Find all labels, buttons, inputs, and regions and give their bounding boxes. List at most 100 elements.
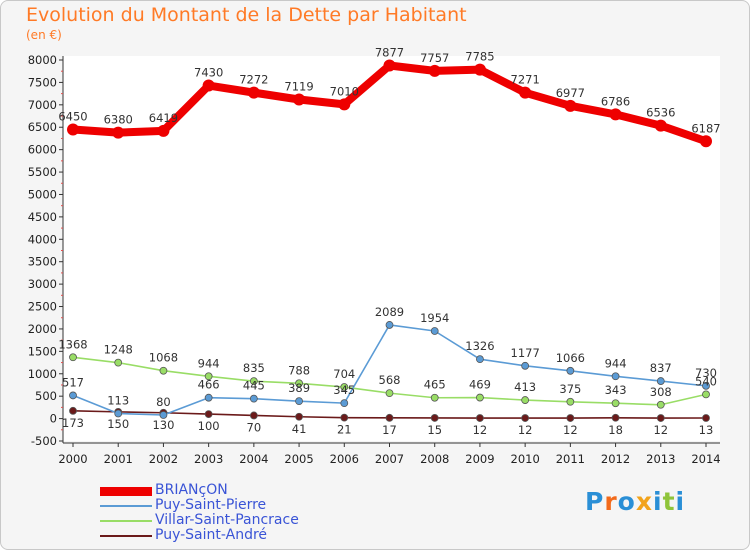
data-label: 6786	[601, 94, 630, 108]
data-label: 130	[152, 418, 174, 432]
data-label: 837	[650, 361, 672, 375]
data-label: 308	[650, 385, 672, 399]
data-label: 7119	[284, 79, 313, 93]
x-tick-label: 2009	[465, 452, 494, 466]
data-point	[340, 399, 349, 408]
data-label: 944	[198, 356, 220, 370]
y-tick-label: 4000	[28, 232, 57, 246]
data-point	[566, 397, 575, 406]
x-tick-label: 2002	[149, 452, 178, 466]
data-point	[249, 394, 258, 403]
legend-label: Villar-Saint-Pancrace	[155, 512, 299, 528]
x-tick-label: 2011	[556, 452, 585, 466]
x-tick-label: 2008	[420, 452, 449, 466]
proxiti-logo: Proxiti	[585, 487, 685, 516]
chart-subtitle: (en €)	[26, 28, 62, 42]
data-point	[656, 400, 665, 409]
data-point	[564, 99, 577, 112]
data-point	[204, 372, 213, 381]
y-tick-label: 3000	[28, 277, 57, 291]
data-point	[114, 409, 123, 418]
logo-letter: P	[585, 487, 605, 516]
data-point	[656, 377, 665, 385]
data-label: 730	[695, 366, 717, 380]
data-label: 15	[427, 423, 442, 437]
data-label: 2089	[375, 305, 404, 319]
data-point	[521, 396, 530, 404]
data-point	[654, 119, 667, 132]
data-point	[430, 414, 439, 422]
y-tick-label: 1000	[28, 367, 57, 381]
data-point	[656, 414, 665, 422]
data-label: 568	[379, 373, 401, 387]
data-point	[611, 413, 620, 422]
data-point	[383, 59, 396, 72]
data-label: 466	[198, 378, 220, 392]
data-point	[112, 126, 125, 139]
legend-label: Puy-Saint-Pierre	[155, 497, 267, 513]
data-point	[293, 93, 306, 106]
data-point	[69, 391, 77, 400]
data-point	[385, 321, 394, 329]
data-label: 413	[514, 380, 536, 394]
y-tick-label: 7500	[28, 75, 57, 89]
data-point	[295, 412, 303, 421]
y-tick-label: 2500	[28, 300, 57, 314]
logo-letter: i	[653, 487, 663, 516]
data-point	[69, 406, 77, 415]
legend-swatch	[100, 486, 152, 496]
x-tick-label: 2012	[601, 452, 630, 466]
data-point	[157, 124, 170, 137]
y-tick-label: 5000	[28, 187, 57, 201]
y-tick-label: 500	[35, 389, 57, 403]
y-tick-label: 6500	[28, 120, 57, 134]
data-point	[611, 399, 620, 408]
data-label: 343	[605, 383, 627, 397]
data-label: 1068	[149, 351, 178, 365]
data-label: 1954	[420, 311, 449, 325]
y-tick-label: 7000	[28, 98, 57, 112]
data-point	[702, 414, 710, 422]
data-point	[476, 414, 484, 422]
legend-swatch	[100, 535, 152, 537]
data-label: 7010	[330, 84, 359, 98]
data-label: 1326	[465, 339, 494, 353]
data-label: 1066	[556, 351, 585, 365]
data-label: 12	[563, 423, 578, 437]
data-label: 6419	[149, 111, 178, 125]
data-point	[566, 366, 575, 375]
legend-swatch	[100, 520, 152, 522]
data-label: 1248	[104, 343, 133, 357]
y-tick-label: 3500	[28, 255, 57, 269]
data-point	[473, 63, 486, 76]
data-label: 788	[288, 363, 310, 377]
y-tick-label: 1500	[28, 344, 57, 358]
chart-title: Evolution du Montant de la Dette par Hab…	[26, 4, 467, 26]
legend-swatch	[100, 505, 152, 507]
data-point	[338, 98, 351, 111]
data-label: 12	[518, 423, 533, 437]
data-label: 7785	[465, 50, 494, 64]
data-point	[202, 79, 215, 92]
data-point	[566, 414, 575, 422]
data-point	[249, 411, 258, 420]
data-label: 113	[107, 394, 129, 408]
data-point	[476, 393, 484, 402]
data-point	[295, 397, 303, 406]
data-point	[702, 390, 710, 399]
data-label: 12	[653, 423, 668, 437]
data-label: 7877	[375, 46, 404, 60]
data-point	[295, 379, 303, 388]
data-point	[385, 389, 394, 398]
data-label: 465	[424, 378, 446, 392]
data-point	[114, 358, 123, 367]
legend-label: BRIANçON	[155, 482, 228, 498]
data-label: 12	[473, 423, 488, 437]
x-tick-label: 2001	[104, 452, 133, 466]
data-label: 6380	[104, 113, 133, 127]
data-label: 13	[699, 423, 714, 437]
y-tick-label: 5500	[28, 165, 57, 179]
x-tick-label: 2003	[194, 452, 223, 466]
x-tick-label: 2010	[511, 452, 540, 466]
